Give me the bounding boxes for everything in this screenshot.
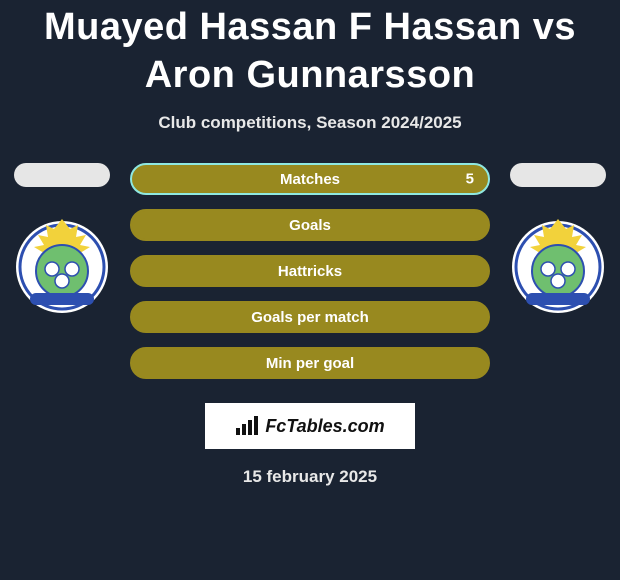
date-label: 15 february 2025 xyxy=(0,467,620,487)
player-right-column xyxy=(508,163,608,315)
player-right-pill xyxy=(510,163,606,187)
stat-label: Matches xyxy=(280,171,340,188)
stat-label: Goals per match xyxy=(251,309,369,326)
comparison-row: Matches 5 Goals Hattricks Goals per match Min… xyxy=(0,163,620,379)
player-left-club-badge xyxy=(12,215,112,315)
stat-bar-hattricks: Hattricks xyxy=(130,255,490,287)
player-left-pill xyxy=(14,163,110,187)
competition-subtitle: Club competitions, Season 2024/2025 xyxy=(0,113,620,133)
stat-bar-min-per-goal: Min per goal xyxy=(130,347,490,379)
player-right-club-badge xyxy=(508,215,608,315)
page-title: Muayed Hassan F Hassan vs Aron Gunnarsso… xyxy=(0,0,620,99)
stat-value-right: 5 xyxy=(466,171,474,188)
player-left-column xyxy=(12,163,112,315)
stat-label: Hattricks xyxy=(278,263,342,280)
stat-bar-matches: Matches 5 xyxy=(130,163,490,195)
brand-badge: FcTables.com xyxy=(205,403,415,449)
brand-text: FcTables.com xyxy=(265,416,384,437)
stat-label: Min per goal xyxy=(266,355,354,372)
stat-bars: Matches 5 Goals Hattricks Goals per match Min… xyxy=(130,163,490,379)
stat-bar-goals-per-match: Goals per match xyxy=(130,301,490,333)
brand-logo-icon xyxy=(235,416,259,436)
stat-label: Goals xyxy=(289,217,331,234)
stat-bar-goals: Goals xyxy=(130,209,490,241)
